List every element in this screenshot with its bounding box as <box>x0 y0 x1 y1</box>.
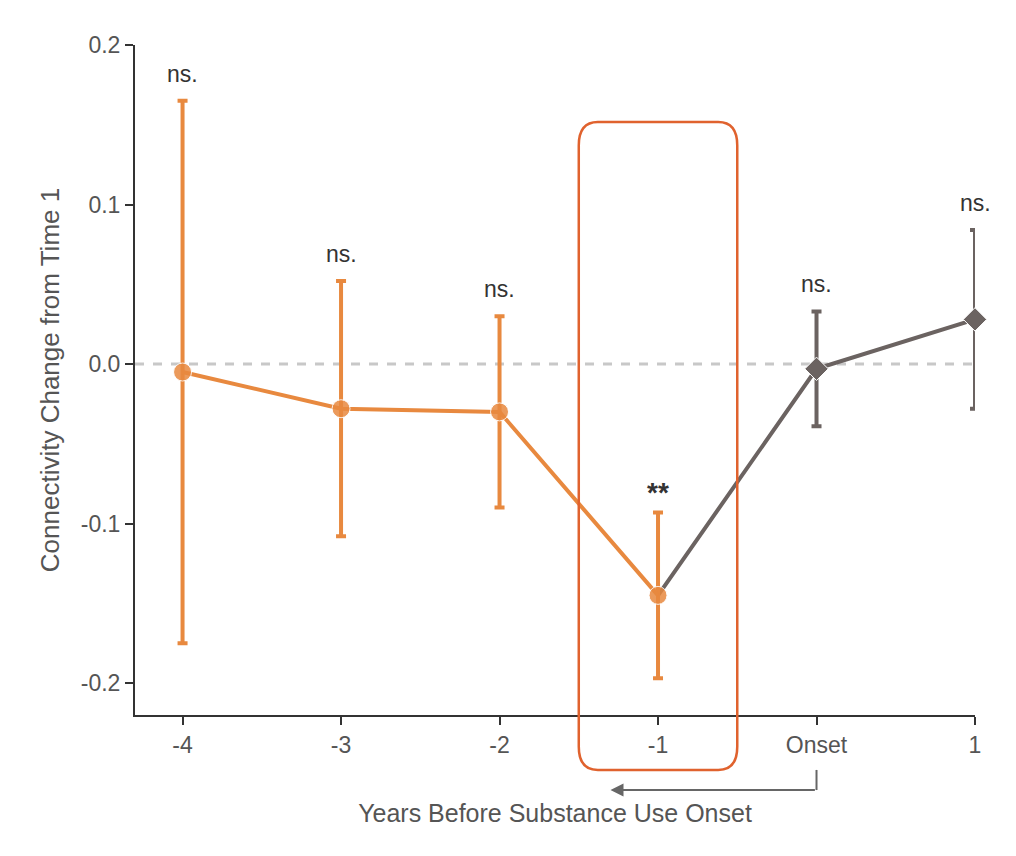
svg-text:**: ** <box>647 477 669 508</box>
svg-text:-1: -1 <box>648 732 668 758</box>
svg-text:Years Before Substance Use Ons: Years Before Substance Use Onset <box>358 799 752 827</box>
svg-text:ns.: ns. <box>326 241 357 267</box>
svg-text:Onset: Onset <box>786 732 848 758</box>
svg-text:ns.: ns. <box>167 61 198 87</box>
svg-text:Connectivity Change from Time: Connectivity Change from Time 1 <box>35 188 65 572</box>
svg-text:-0.2: -0.2 <box>81 670 121 696</box>
svg-text:ns.: ns. <box>960 190 991 216</box>
svg-text:0.0: 0.0 <box>88 351 120 377</box>
svg-text:ns.: ns. <box>801 271 832 297</box>
svg-text:-2: -2 <box>489 732 509 758</box>
svg-text:-3: -3 <box>331 732 351 758</box>
svg-text:1: 1 <box>969 732 982 758</box>
svg-text:0.2: 0.2 <box>88 32 120 58</box>
svg-text:0.1: 0.1 <box>88 192 120 218</box>
svg-text:ns.: ns. <box>484 276 515 302</box>
svg-text:-4: -4 <box>172 732 193 758</box>
svg-text:-0.1: -0.1 <box>81 511 121 537</box>
